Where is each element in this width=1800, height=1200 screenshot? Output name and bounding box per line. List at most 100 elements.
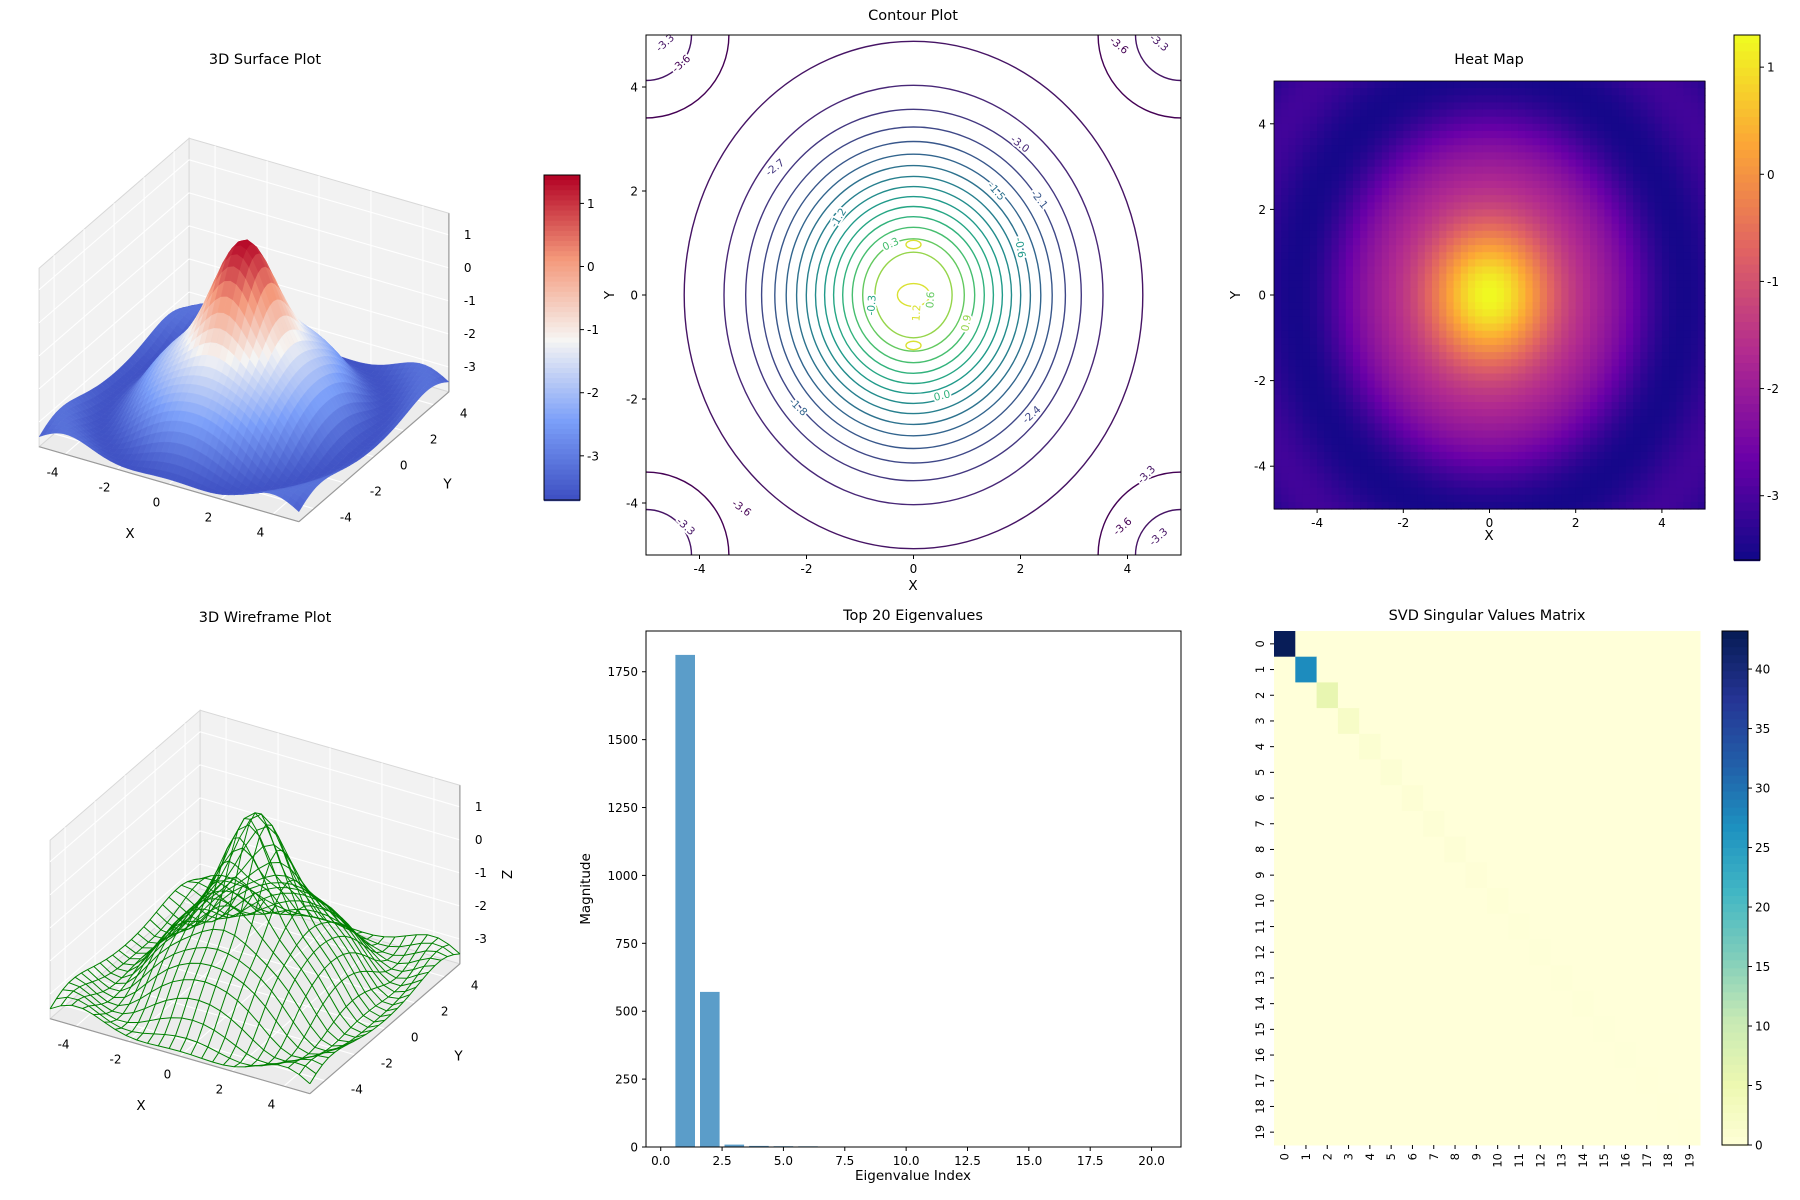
tick-label: 8 — [1448, 1153, 1462, 1160]
tick-label: 250 — [615, 1073, 638, 1087]
contour-label: -2.7 — [763, 157, 787, 179]
contour-label: -3.6 — [1111, 515, 1134, 538]
y-axis-label: Y — [453, 1048, 463, 1064]
tick-label: 2 — [1320, 1153, 1334, 1160]
tick-label: -4 — [1254, 460, 1266, 474]
tick-label: 2 — [1572, 516, 1580, 530]
tick-label: -2 — [464, 327, 476, 341]
tick-label: -4 — [694, 562, 706, 576]
contour-line — [805, 175, 1022, 415]
tick-label: 0 — [1278, 1153, 1292, 1160]
tick-label: 2 — [216, 1083, 224, 1097]
colorbar: 1 0 -1 -2 -3 — [543, 174, 599, 502]
tick-label: 17 — [1640, 1153, 1654, 1168]
contour-line — [874, 251, 953, 339]
surface-mesh — [38, 239, 450, 513]
tick-label: -2 — [626, 393, 638, 407]
tick-label: 4 — [1658, 516, 1666, 530]
contour-line — [905, 340, 922, 351]
tick-label: 3 — [1342, 1153, 1356, 1160]
tick-label: -1 — [475, 866, 487, 880]
tick-label: -4 — [626, 497, 638, 511]
bar — [675, 654, 695, 1147]
tick-label: 1250 — [607, 801, 638, 815]
contour-lines — [646, 35, 1181, 555]
tick-label: -3 — [475, 932, 487, 946]
x-axis-label: X — [136, 1098, 145, 1114]
matrix-cells — [1274, 631, 1701, 1146]
tick-label: 1 — [1299, 1153, 1313, 1160]
tick-label: 0 — [164, 1068, 172, 1082]
tick-label: 20.0 — [1138, 1154, 1165, 1168]
contour-line — [832, 205, 995, 385]
tick-label: 13 — [1253, 971, 1267, 986]
tick-label: 10 — [1491, 1153, 1505, 1168]
colorbar-tick-label: -3 — [1767, 489, 1779, 503]
colorbar: 0 5 10 15 20 25 30 35 40 — [1721, 630, 1770, 1153]
tick-label: 1 — [1253, 666, 1267, 673]
tick-label: 2.5 — [713, 1154, 732, 1168]
contour-line — [774, 140, 1053, 450]
heatmap-cells — [1274, 81, 1706, 510]
tick-label: 4 — [460, 407, 468, 421]
tick-label: 4 — [1258, 117, 1266, 131]
tick-label: 12.5 — [954, 1154, 981, 1168]
tick-label: 15.0 — [1015, 1154, 1042, 1168]
tick-label: 2 — [1017, 562, 1025, 576]
tick-label: 5 — [1384, 1153, 1398, 1160]
wireframe-plot-canvas: -4 -2 0 2 4 -4 -2 0 2 4 1 0 -1 -2 -3 X Y Z — [49, 709, 514, 1114]
contour-xlabel: X — [908, 578, 918, 594]
eigenvalues-ylabel: Magnitude — [578, 853, 594, 925]
tick-label: 19 — [1253, 1125, 1267, 1140]
tick-label: 4 — [471, 979, 479, 993]
colorbar-tick-label: 25 — [1755, 841, 1770, 855]
tick-label: 7.5 — [835, 1154, 854, 1168]
tick-label: 1 — [464, 228, 472, 242]
contour-title: Contour Plot — [868, 8, 958, 24]
tick-label: 5.0 — [774, 1154, 793, 1168]
colorbar-tick-label: -1 — [1767, 275, 1779, 289]
contour-label: -3.3 — [674, 515, 697, 538]
colorbar: 1 0 -1 -2 -3 — [1733, 34, 1779, 562]
contour-line — [905, 239, 922, 250]
tick-label: -2 — [110, 1053, 122, 1067]
tick-label: 4 — [1363, 1153, 1377, 1160]
surface-title: 3D Surface Plot — [208, 52, 322, 68]
bars — [675, 654, 1162, 1148]
tick-label: -2 — [1254, 374, 1266, 388]
heatmap-ylabel: Y — [1228, 290, 1244, 300]
tick-label: 0 — [411, 1031, 419, 1045]
colorbar-tick-label: -2 — [1767, 382, 1779, 396]
tick-label: 4 — [1253, 743, 1267, 750]
surface-plot-canvas: -4 -2 0 2 4 -4 -2 0 2 4 1 0 -1 -2 -3 X Y 1 0 -1 -2 -3 — [38, 137, 599, 542]
contour-label: -0.3 — [865, 295, 878, 316]
colorbar-tick-label: 35 — [1755, 722, 1770, 736]
contour-label: -3.0 — [1008, 133, 1032, 155]
tick-label: 1000 — [607, 869, 638, 883]
tick-label: 0 — [630, 1141, 638, 1155]
contour-label: -1.5 — [985, 180, 1008, 203]
tick-label: -4 — [58, 1038, 70, 1052]
tick-label: 9 — [1253, 871, 1267, 878]
tick-label: 0 — [1486, 516, 1494, 530]
tick-label: -2 — [370, 484, 382, 498]
tick-label: -4 — [47, 466, 59, 480]
tick-label: 14 — [1576, 1153, 1590, 1168]
tick-label: 0 — [400, 459, 408, 473]
panel-heatmap: -4 -2 0 2 4 -4 -2 0 2 4 1 0 -1 -2 -3 Heat Map X Y — [1200, 0, 1800, 600]
tick-label: -2 — [99, 481, 111, 495]
tick-label: -2 — [801, 562, 813, 576]
panel-svd-matrix: 0 0 1 1 2 2 3 3 4 4 5 5 6 6 7 7 8 8 9 9 10 10 11 11 12 12 13 13 14 14… — [1200, 600, 1800, 1200]
tick-label: 2 — [441, 1005, 449, 1019]
contour-label: -1.8 — [786, 396, 809, 419]
tick-label: 6 — [1253, 794, 1267, 801]
tick-label: 12 — [1533, 1153, 1547, 1168]
contour-label: -3.6 — [730, 497, 754, 519]
tick-label: 2 — [430, 433, 438, 447]
panel-3d-surface: -4 -2 0 2 4 -4 -2 0 2 4 1 0 -1 -2 -3 X Y 1 0 -1 -2 -3 3D Surf… — [0, 0, 600, 600]
tick-label: 500 — [615, 1005, 638, 1019]
tick-label: 4 — [268, 1098, 276, 1112]
tick-label: -2 — [475, 899, 487, 913]
tick-label: -2 — [1397, 516, 1409, 530]
tick-label: 15 — [1253, 1022, 1267, 1037]
